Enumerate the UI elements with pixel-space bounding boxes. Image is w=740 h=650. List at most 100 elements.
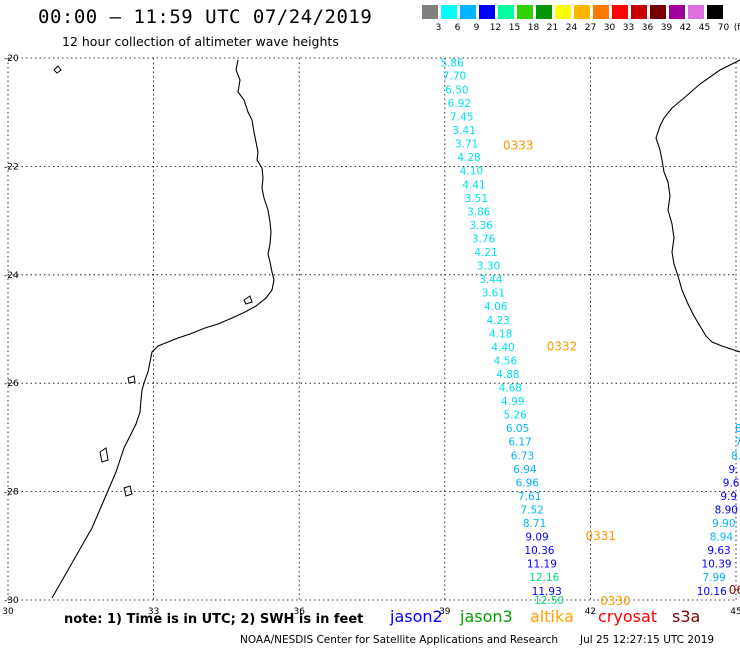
island-1 bbox=[53, 65, 62, 74]
swh-value-label: 3.30 bbox=[477, 261, 500, 273]
mission-label-s3a: s3a bbox=[672, 607, 701, 626]
lat-tick-label: -30 bbox=[4, 596, 19, 606]
africa-coastline bbox=[51, 59, 275, 599]
mission-label-jason2: jason2 bbox=[390, 607, 443, 626]
swh-value-label: 9.63 bbox=[707, 545, 730, 557]
swh-value-label: 4.28 bbox=[457, 152, 480, 164]
scale-swatch bbox=[612, 5, 629, 19]
swh-value-label: 9. bbox=[729, 464, 739, 476]
swh-value-label: 5.86 bbox=[440, 57, 464, 69]
swh-value-label: 7.70 bbox=[443, 70, 466, 82]
scale-swatch bbox=[574, 5, 591, 19]
swh-value-label: 6.05 bbox=[506, 423, 529, 435]
footer-note: note: 1) Time is in UTC; 2) SWH is in fe… bbox=[64, 612, 364, 627]
swh-value-label: 11.93 bbox=[532, 586, 562, 598]
swh-value-label: 10.16 bbox=[697, 586, 727, 598]
footer-credit: NOAA/NESDIS Center for Satellite Applica… bbox=[240, 634, 558, 646]
swh-value-label: 4.99 bbox=[501, 396, 524, 408]
pass-time-label: 0331 bbox=[586, 529, 617, 543]
swh-value-label: 4.56 bbox=[494, 355, 518, 367]
swh-value-label: 3.61 bbox=[482, 288, 505, 300]
scale-label: 36 bbox=[641, 23, 654, 33]
scale-swatch bbox=[555, 5, 572, 19]
lon-tick-label: 42 bbox=[585, 607, 596, 617]
scale-label: 15 bbox=[508, 23, 521, 33]
coastline bbox=[51, 59, 740, 599]
swh-value-label: 8.71 bbox=[523, 518, 546, 530]
swh-value-label: 5.26 bbox=[503, 410, 527, 422]
scale-label: 27 bbox=[584, 23, 597, 33]
swh-value-label: 8 bbox=[735, 423, 740, 435]
swh-value-label: 8.90 bbox=[715, 504, 738, 516]
page-title: 00:00 – 11:59 UTC 07/24/2019 bbox=[38, 6, 373, 28]
scale-swatch bbox=[688, 5, 705, 19]
scale-swatch bbox=[479, 5, 496, 19]
scale-label: 9 bbox=[473, 23, 480, 33]
lon-tick-label: 33 bbox=[148, 607, 159, 617]
pass-time-label: 0333 bbox=[503, 139, 534, 153]
scale-swatch bbox=[460, 5, 477, 19]
scale-label: 6 bbox=[454, 23, 461, 33]
swh-value-label: 9.6 bbox=[723, 477, 740, 489]
scale-swatch bbox=[498, 5, 515, 19]
lon-tick-label: 36 bbox=[293, 607, 305, 617]
scale-label: 33 bbox=[622, 23, 635, 33]
mission-label-cryosat: cryosat bbox=[598, 607, 658, 626]
lon-tick-label: 30 bbox=[2, 607, 14, 617]
lon-tick-label: 45 bbox=[730, 607, 740, 617]
scale-label: 30 bbox=[603, 23, 616, 33]
swh-value-label: 6.96 bbox=[516, 477, 540, 489]
footer-timestamp: Jul 25 12:27:15 UTC 2019 bbox=[580, 634, 715, 646]
swh-value-label: 3.76 bbox=[472, 233, 496, 245]
swh-value-label: 10.39 bbox=[702, 559, 732, 571]
mission-label-jason3: jason3 bbox=[460, 607, 513, 626]
swh-value-label: 8.94 bbox=[710, 532, 734, 544]
swh-value-label: 6.94 bbox=[513, 464, 537, 476]
swh-value-label: 4.41 bbox=[462, 179, 485, 191]
swh-value-label: 12.50 bbox=[534, 595, 564, 607]
scale-label: 45 bbox=[698, 23, 711, 33]
swh-value-label: 6.92 bbox=[448, 98, 471, 110]
swh-value-label: 8. bbox=[731, 450, 740, 462]
scale-unit: (ft) bbox=[733, 23, 740, 33]
swh-value-label: 4.21 bbox=[474, 247, 497, 259]
page-subtitle: 12 hour collection of altimeter wave hei… bbox=[62, 34, 339, 49]
swh-value-label: 4.23 bbox=[486, 315, 509, 327]
scale-swatch bbox=[441, 5, 458, 19]
swh-value-label: 3.36 bbox=[470, 220, 494, 232]
mission-label-altika: altika bbox=[530, 607, 574, 626]
scale-label: 42 bbox=[679, 23, 692, 33]
swh-value-label: 7.45 bbox=[450, 112, 473, 124]
swh-value-label: 6.73 bbox=[511, 450, 534, 462]
swh-value-label: 9.9 bbox=[720, 491, 737, 503]
lat-tick-label: -22 bbox=[4, 162, 19, 172]
swh-value-label: 12.16 bbox=[529, 572, 559, 584]
pass-time-labels: 0333 0332 0331 0330 06 bbox=[503, 139, 740, 608]
lon-tick-label: 39 bbox=[439, 607, 451, 617]
scale-swatch bbox=[422, 5, 439, 19]
swh-value-label: 4.18 bbox=[489, 328, 512, 340]
lat-tick-label: -26 bbox=[4, 379, 19, 389]
scale-swatch bbox=[536, 5, 553, 19]
graticule: 30 33 36 39 42 45 -20 -22 -24 -26 -28 -30 bbox=[2, 54, 740, 617]
scale-swatch bbox=[707, 5, 724, 19]
island-5 bbox=[123, 485, 133, 497]
scale-swatch bbox=[593, 5, 610, 19]
swh-value-label: 7.52 bbox=[520, 504, 543, 516]
scale-label: 24 bbox=[565, 23, 578, 33]
swh-value-label: 7.99 bbox=[702, 572, 725, 584]
swh-value-label: 3.71 bbox=[455, 139, 478, 151]
swh-value-label: 3.51 bbox=[465, 193, 488, 205]
swh-value-label: 4.88 bbox=[496, 369, 519, 381]
scale-label: 3 bbox=[435, 23, 442, 33]
scale-swatch bbox=[669, 5, 686, 19]
island-4 bbox=[99, 447, 109, 463]
swh-value-label: 6.50 bbox=[445, 84, 468, 96]
madagascar-coastline bbox=[655, 59, 740, 353]
scale-label: 18 bbox=[527, 23, 540, 33]
swh-value-label: 6.17 bbox=[508, 437, 531, 449]
swh-value-label: 10.36 bbox=[524, 545, 554, 557]
pass-time-label: 0330 bbox=[600, 594, 631, 608]
scale-swatch bbox=[650, 5, 667, 19]
